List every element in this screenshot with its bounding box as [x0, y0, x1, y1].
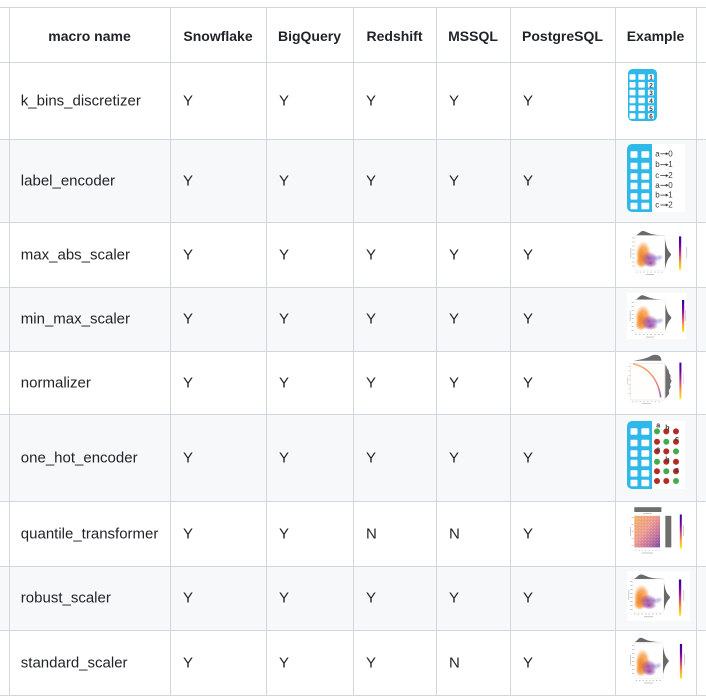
svg-text:b: b — [665, 425, 669, 432]
svg-text:3: 3 — [649, 90, 653, 97]
svg-text:b: b — [655, 160, 660, 169]
svg-text:c: c — [655, 200, 659, 209]
svg-text:0: 0 — [668, 181, 673, 190]
svg-text:4: 4 — [649, 98, 653, 105]
svg-text:6: 6 — [649, 114, 653, 121]
svg-text:b: b — [655, 191, 660, 200]
svg-text:b: b — [665, 457, 669, 464]
svg-text:1: 1 — [668, 160, 673, 169]
svg-text:5: 5 — [649, 106, 653, 113]
svg-text:a: a — [656, 447, 660, 454]
svg-text:0: 0 — [668, 149, 673, 158]
svg-text:1: 1 — [668, 191, 673, 200]
svg-text:a: a — [655, 149, 660, 158]
svg-text:2: 2 — [649, 82, 653, 89]
svg-text:2: 2 — [668, 171, 673, 180]
svg-text:a: a — [656, 423, 660, 430]
svg-text:1: 1 — [649, 75, 653, 82]
svg-text:c: c — [675, 467, 679, 474]
svg-text:2: 2 — [668, 200, 673, 209]
svg-text:a: a — [655, 181, 660, 190]
svg-text:c: c — [655, 171, 659, 180]
svg-text:c: c — [675, 436, 679, 443]
